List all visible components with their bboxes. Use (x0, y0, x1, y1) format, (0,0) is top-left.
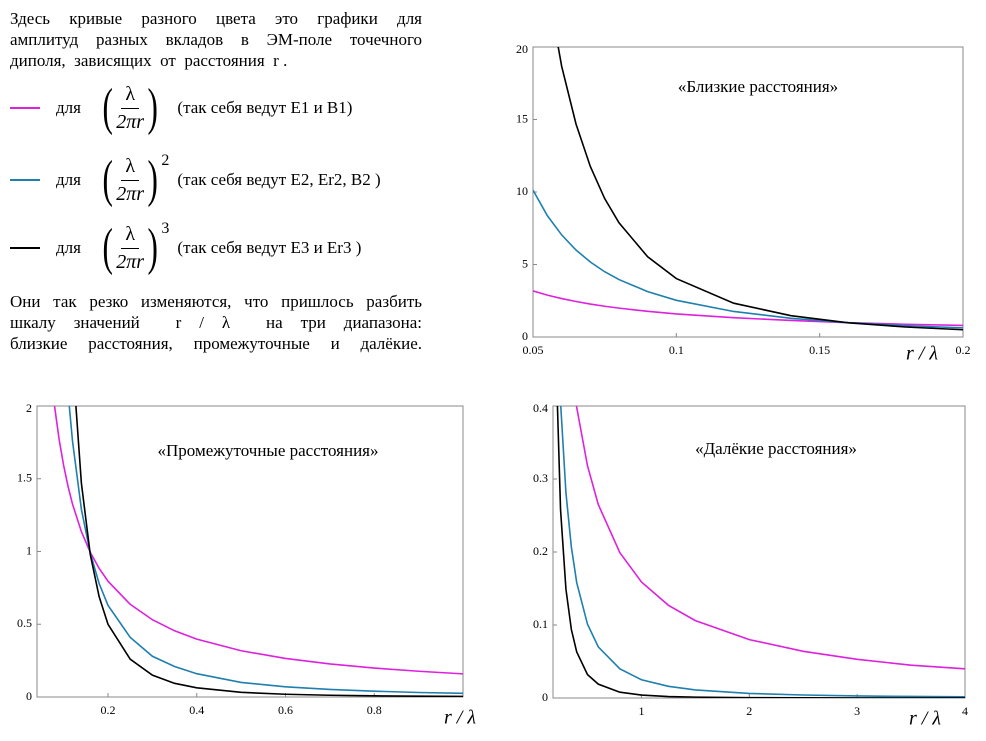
x-tick-label: 0.4 (189, 703, 204, 717)
legend-note: (так себя ведут E2, Er2, B2 ) (177, 170, 381, 189)
x-tick-label: 4 (962, 704, 968, 718)
text-line: Они так резко изменяются, что пришлось р… (10, 292, 422, 311)
legend-note: (так себя ведут E1 и B1) (177, 98, 353, 117)
y-tick-label: 0.2 (533, 544, 548, 558)
numerator: λ (121, 155, 140, 181)
x-tick-label: 0.2 (101, 703, 116, 717)
x-tick-label: 0.05 (523, 343, 544, 357)
text-line: амплитуд разных вкладов в ЭМ-поле точечн… (10, 30, 422, 49)
series-group (533, 47, 963, 331)
y-tick-label: 0.4 (533, 401, 548, 415)
denominator: 2πr (116, 250, 145, 273)
y-tick-label: 2 (26, 401, 32, 415)
y-tick-label: 0 (542, 690, 548, 704)
x-tick-label: 0.6 (278, 703, 293, 717)
y-tick-label: 20 (516, 42, 528, 56)
legend-row: для(λ 2πr) (так себя ведут E1 и B1) (10, 78, 352, 138)
y-tick-label: 0 (26, 689, 32, 703)
legend-row: для(λ 2πr) 2 (так себя ведут E2, Er2, B2 ) (10, 150, 381, 210)
text-line: близкие расстояния, промежуточные и далё… (10, 334, 422, 353)
x-tick-label: 1 (638, 704, 644, 718)
curve (533, 290, 963, 327)
legend-word: для (56, 238, 81, 257)
text-line: диполя, зависящих от расстояния r . (10, 51, 288, 70)
paren: ( (102, 219, 113, 276)
power: 3 (161, 220, 170, 237)
x-tick-label: 0.1 (669, 343, 684, 357)
y-tick-label: 0.3 (533, 471, 548, 485)
y-tick-label: 0.5 (17, 616, 32, 630)
x-axis-label: r / λ (444, 707, 476, 729)
curve (556, 406, 965, 698)
y-tick-label: 15 (516, 111, 528, 125)
series-group (556, 406, 965, 698)
chart: 0 5 10 15 20 0.05 0.1 0.15 0.2 «Близкие расстояни… (516, 42, 971, 365)
x-tick-label: 3 (854, 704, 860, 718)
series-group (53, 406, 463, 697)
curve (68, 406, 463, 695)
y-tick-label: 10 (516, 184, 528, 198)
y-tick-label: 5 (522, 256, 528, 270)
denominator: 2πr (116, 182, 145, 205)
paren: ( (102, 151, 113, 208)
chart-title: «Далёкие расстояния» (695, 439, 857, 458)
fraction: λ 2πr (116, 223, 144, 274)
curve (557, 47, 963, 331)
legend-swatch (10, 247, 40, 249)
legend-word: для (56, 98, 81, 117)
y-tick-label: 1.5 (17, 471, 32, 485)
legend-swatch (10, 107, 40, 109)
chart-title: «Промежуточные расстояния» (158, 441, 379, 460)
legend-swatch (10, 179, 40, 181)
x-tick-label: 2 (746, 704, 752, 718)
x-tick-label: 0.8 (367, 703, 382, 717)
x-axis-label: r / λ (906, 343, 938, 365)
x-tick-label: 0.2 (956, 343, 971, 357)
chart: 0 0.1 0.2 0.3 0.4 1 2 3 4 «Далёкие расстояния» r /… (533, 401, 968, 730)
curve (53, 406, 463, 675)
x-axis-label: r / λ (909, 708, 941, 730)
text-line: шкалу значений r / λ на три диапазона: (10, 313, 422, 332)
text-line: Здесь кривые разного цвета это графики д… (10, 9, 422, 28)
fraction: λ 2πr (116, 83, 144, 134)
chart: 0 0.5 1 1.5 2 0.2 0.4 0.6 0.8 «Промежуточные расс… (17, 401, 476, 729)
y-tick-label: 0 (522, 329, 528, 343)
curve (75, 406, 463, 697)
outro: Они так резко изменяются, что пришлось р… (10, 291, 422, 354)
denominator: 2πr (116, 110, 145, 133)
paren: ) (147, 219, 158, 276)
curve (575, 406, 965, 670)
power: 2 (161, 152, 170, 169)
paren: ( (102, 79, 113, 136)
legend-word: для (56, 170, 81, 189)
paren: ) (147, 79, 158, 136)
curve (559, 406, 965, 698)
y-tick-label: 0.1 (533, 617, 548, 631)
x-tick-label: 0.15 (809, 343, 830, 357)
curve (533, 189, 963, 329)
fraction: λ 2πr (116, 155, 144, 206)
numerator: λ (121, 83, 140, 109)
legend-row: для(λ 2πr) 3 (так себя ведут E3 и Er3 ) (10, 218, 361, 278)
numerator: λ (121, 223, 140, 249)
chart-title: «Близкие расстояния» (678, 77, 838, 96)
y-tick-label: 1 (26, 543, 32, 557)
paren: ) (147, 151, 158, 208)
intro: Здесь кривые разного цвета это графики д… (10, 8, 422, 71)
legend-note: (так себя ведут E3 и Er3 ) (177, 238, 362, 257)
